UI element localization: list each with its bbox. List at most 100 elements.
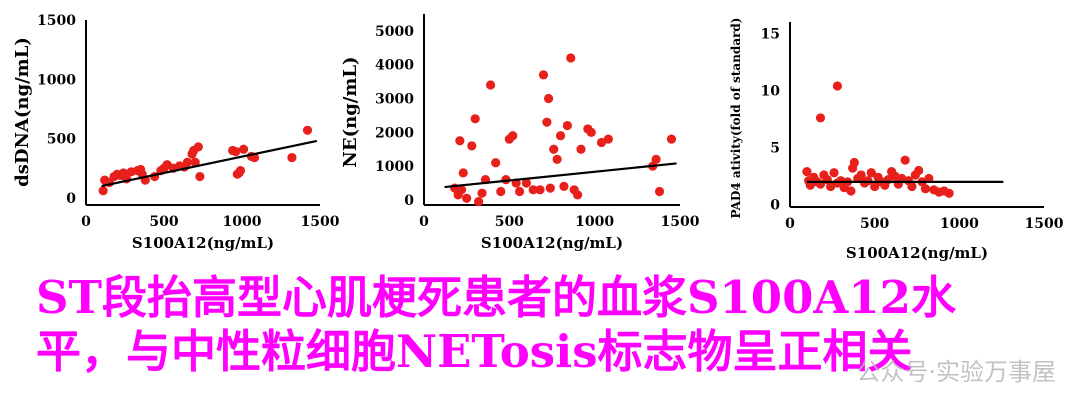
data-point [559, 181, 569, 192]
x-tick-label: 0 [785, 216, 795, 232]
data-point [566, 53, 576, 63]
x-axis-label: S100A12(ng/mL) [481, 234, 623, 252]
y-tick-label: 1000 [37, 72, 76, 88]
y-axis-label: PAD4 ativity(fold of standard) [729, 18, 743, 219]
data-point [535, 185, 545, 195]
y-tick-label: 1000 [375, 159, 414, 175]
caption-line-2: 平，与中性粒细胞NETosis标志物呈正相关 [36, 325, 913, 378]
caption-line-1: ST段抬高型心肌梗死患者的血浆S100A12水 [36, 271, 956, 324]
data-point [654, 186, 665, 197]
data-point [496, 186, 506, 197]
data-point [458, 168, 468, 178]
data-point [462, 193, 472, 203]
trend-line [444, 162, 677, 189]
y-tick-label: 3000 [375, 92, 414, 108]
watermark: 公众号·实验万事屋 [856, 358, 1056, 386]
chart-2: 0 500 1000 1500 0 1000 2000 3000 4000 5000 S100A12… [340, 14, 700, 252]
data-point [287, 152, 297, 163]
data-point [238, 144, 249, 154]
data-point [470, 114, 480, 124]
data-point [863, 176, 873, 186]
data-point [235, 166, 246, 176]
data-point [485, 80, 496, 90]
y-axis-label: dsDNA(ng/mL) [12, 37, 33, 187]
y-axis-label: NE(ng/mL) [340, 56, 361, 167]
y-tick-label: 4000 [375, 58, 414, 74]
data-point [549, 144, 559, 154]
data-point [98, 186, 108, 196]
y-tick-label: 500 [47, 132, 76, 148]
data-point [302, 125, 313, 135]
data-point [870, 181, 880, 192]
y-tick-label: 2000 [375, 125, 414, 141]
trend-line [101, 139, 318, 188]
data-point [190, 157, 200, 167]
y-tick-label: 5000 [375, 24, 414, 40]
data-point [586, 127, 596, 137]
data-point [651, 154, 661, 164]
data-point [528, 185, 538, 195]
x-tick-label: 1000 [575, 214, 614, 230]
y-tick-label: 0 [404, 193, 414, 209]
y-tick-label: 15 [761, 26, 780, 42]
data-point [542, 117, 552, 127]
chart-3: 0 500 1000 1500 0 5 10 15 S100A12(ng/mL) PAD4 ati… [729, 18, 1064, 263]
data-point [944, 188, 954, 198]
data-point [456, 185, 467, 195]
y-tick-label: 1500 [37, 13, 76, 29]
data-point [900, 155, 910, 165]
data-point [666, 134, 677, 144]
data-point [907, 181, 917, 192]
data-point [576, 144, 586, 154]
data-point [491, 158, 501, 168]
x-tick-label: 0 [419, 214, 429, 230]
data-point [455, 136, 465, 146]
data-point [596, 137, 607, 148]
x-tick-label: 1500 [1025, 216, 1064, 232]
data-point [920, 184, 931, 194]
x-axis-label: S100A12(ng/mL) [846, 244, 988, 262]
data-point [866, 168, 876, 178]
data-point [195, 171, 205, 182]
data-point [467, 141, 477, 151]
data-point [555, 131, 566, 141]
data-point [848, 163, 858, 173]
data-point [832, 81, 843, 91]
data-point [815, 113, 826, 123]
data-point [193, 142, 203, 152]
data-point [474, 197, 484, 207]
data-point [829, 168, 839, 178]
data-point [552, 154, 562, 164]
data-point [924, 173, 934, 184]
data-point [538, 70, 549, 80]
data-point [508, 131, 518, 141]
data-point [521, 178, 532, 188]
y-tick-label: 0 [770, 198, 780, 214]
x-axis-label: S100A12(ng/mL) [132, 234, 274, 252]
x-tick-label: 1000 [940, 216, 979, 232]
data-point [543, 93, 554, 104]
x-tick-label: 1500 [661, 214, 700, 230]
data-point [231, 147, 241, 157]
chart-1: 0 500 1000 1500 0 500 1000 1500 S100A12(ng/mL) ds… [12, 13, 340, 252]
data-point [562, 120, 572, 131]
y-tick-label: 0 [66, 191, 76, 207]
data-point [826, 181, 836, 192]
data-point [856, 170, 866, 180]
y-tick-label: 10 [761, 84, 781, 100]
data-point [477, 188, 487, 198]
x-tick-label: 0 [81, 214, 91, 230]
x-tick-label: 500 [495, 214, 524, 230]
data-point [914, 165, 924, 176]
data-point [802, 166, 812, 177]
data-point [514, 186, 525, 197]
x-tick-label: 500 [149, 214, 178, 230]
data-point [573, 190, 583, 200]
data-point [603, 134, 613, 144]
data-point [836, 176, 846, 186]
x-tick-label: 1500 [301, 214, 340, 230]
data-point [545, 183, 555, 193]
data-point [805, 180, 815, 190]
data-point [846, 186, 856, 196]
x-tick-label: 500 [860, 216, 889, 232]
